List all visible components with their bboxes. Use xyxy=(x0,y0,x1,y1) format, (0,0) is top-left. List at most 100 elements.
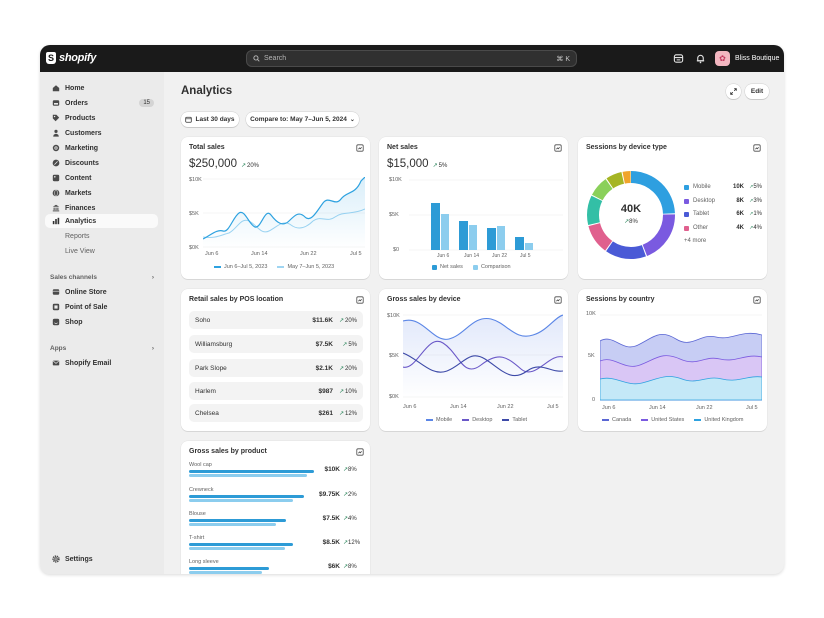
net-sales-card: Net sales $15,000 5% $10K $5K $0 Jun 6 Ju… xyxy=(379,137,568,279)
compare-label: Compare to: May 7–Jun 5, 2024 xyxy=(250,116,347,123)
total-sales-card: Total sales $250,000 20% $10K $5K $0K Jun… xyxy=(181,137,370,279)
device-change: 4% xyxy=(744,225,762,231)
y-tick: $0K xyxy=(389,394,399,400)
sidebar-item-home[interactable]: Home xyxy=(45,81,158,95)
donut-center-change: ↗8% xyxy=(624,219,638,225)
location-name: Chelsea xyxy=(195,409,219,417)
compare-button[interactable]: Compare to: May 7–Jun 5, 2024 ⌄ xyxy=(246,112,359,127)
location-value: $7.5K xyxy=(315,340,333,348)
donut-segment-tablet xyxy=(587,171,675,259)
store-icon[interactable] xyxy=(673,53,684,64)
sidebar-item-discounts[interactable]: Discounts xyxy=(45,156,158,170)
sessions-country-card: Sessions by country 10K 5K 0 Jun 6 Jun 1… xyxy=(578,289,767,431)
sidebar-item-settings[interactable]: Settings xyxy=(45,552,158,566)
card-title: Retail sales by POS location xyxy=(189,296,284,303)
brand-name: shopify xyxy=(59,52,97,64)
sidebar-item-shopify-email[interactable]: Shopify Email xyxy=(45,356,158,370)
retail-sales-card: Retail sales by POS location Soho$11.6K2… xyxy=(181,289,370,431)
location-name: Soho xyxy=(195,316,211,324)
donut-center-value: 40K xyxy=(620,203,642,215)
search-input[interactable]: Search ⌘ K xyxy=(246,50,577,67)
comparison-bar xyxy=(189,499,294,502)
chart-explore-icon[interactable] xyxy=(356,296,364,304)
date-range-button[interactable]: Last 30 days xyxy=(181,112,239,127)
sidebar-item-analytics[interactable]: Analytics xyxy=(45,214,158,228)
sidebar-item-orders[interactable]: Orders 15 xyxy=(45,96,158,110)
x-tick: Jun 14 xyxy=(464,253,480,259)
store-avatar: ✿ xyxy=(715,51,730,66)
area-united-kingdom xyxy=(600,376,762,401)
chart-explore-icon[interactable] xyxy=(753,296,761,304)
legend-swatch xyxy=(684,225,689,231)
x-tick: Jun 6 xyxy=(602,405,616,411)
product-bars: $9.75K2% xyxy=(189,491,363,504)
location-name: Williamsburg xyxy=(195,340,233,348)
content-icon xyxy=(51,174,60,183)
legend-label: Tablet xyxy=(512,417,528,423)
x-tick: Jun 22 xyxy=(696,405,713,411)
x-tick: Jul 5 xyxy=(520,253,531,259)
sidebar-item-finances[interactable]: Finances xyxy=(45,201,158,215)
chart-legend: Canada United States United Kingdom xyxy=(602,417,743,423)
chart-explore-icon[interactable] xyxy=(356,448,364,456)
series-line-mobile xyxy=(403,314,563,340)
sidebar-item-label: Shop xyxy=(65,318,83,326)
sidebar-item-label: Point of Sale xyxy=(65,303,108,311)
card-title: Sessions by device type xyxy=(586,144,667,151)
sidebar-item-reports[interactable]: Reports xyxy=(45,229,158,243)
top-bar: S shopify Search ⌘ K ✿ Bliss Boutique xyxy=(40,45,784,72)
location-change: 10% xyxy=(333,388,357,395)
sidebar-item-markets[interactable]: Markets xyxy=(45,186,158,200)
sidebar-item-content[interactable]: Content xyxy=(45,171,158,185)
sidebar-item-customers[interactable]: Customers xyxy=(45,126,158,140)
chevron-right-icon: › xyxy=(151,274,154,281)
shopify-logo[interactable]: S shopify xyxy=(46,52,96,64)
location-value: $261 xyxy=(318,409,333,417)
product-change: 12% xyxy=(343,539,363,546)
sidebar-item-shop[interactable]: Shop xyxy=(45,315,158,329)
chart-explore-icon[interactable] xyxy=(753,144,761,152)
product-value: $7.5K4% xyxy=(323,515,363,522)
chart-legend: Net sales Comparison xyxy=(432,264,511,270)
chart-explore-icon[interactable] xyxy=(356,144,364,152)
comparison-bar xyxy=(189,523,276,526)
sidebar-item-label: Content xyxy=(65,174,92,182)
more-devices-link[interactable]: +4 more xyxy=(684,238,707,244)
device-value: 8K xyxy=(736,198,744,204)
product-change: 4% xyxy=(343,515,363,522)
legend-label: Comparison xyxy=(480,264,511,270)
sidebar-item-marketing[interactable]: Marketing xyxy=(45,141,158,155)
y-tick: $5K xyxy=(389,212,399,218)
location-value: $11.6K xyxy=(312,316,333,324)
product-bars: $7.5K4% xyxy=(189,515,363,528)
x-tick: Jun 14 xyxy=(450,404,467,410)
current-series-line xyxy=(203,177,365,240)
gross-device-line-chart xyxy=(403,314,563,399)
legend-label: United Kingdom xyxy=(704,417,744,423)
card-title: Total sales xyxy=(189,144,225,151)
search-icon xyxy=(253,55,260,62)
chart-explore-icon[interactable] xyxy=(554,296,562,304)
net-sales-bar-chart xyxy=(409,179,563,251)
gross-device-card: Gross sales by device $10K $5K $0K Jun 6… xyxy=(379,289,568,431)
page-title: Analytics xyxy=(181,85,233,97)
sidebar-item-label: Customers xyxy=(65,129,102,137)
edit-button[interactable]: Edit xyxy=(745,84,769,99)
sidebar-item-label: Discounts xyxy=(65,159,99,167)
device-legend-row: Desktop 8K3% xyxy=(684,198,762,204)
bell-icon[interactable] xyxy=(695,53,706,64)
sales-channels-header[interactable]: Sales channels › xyxy=(50,274,154,281)
sidebar-item-online-store[interactable]: Online Store xyxy=(45,285,158,299)
sessions-device-card: Sessions by device type 40K ↗8% Mobile 10… xyxy=(578,137,767,279)
chart-explore-icon[interactable] xyxy=(554,144,562,152)
apps-header[interactable]: Apps › xyxy=(50,345,154,352)
product-value: $10K8% xyxy=(324,466,363,473)
store-menu[interactable]: ✿ Bliss Boutique xyxy=(715,51,779,66)
sidebar-item-live-view[interactable]: Live View xyxy=(45,244,158,258)
sidebar-item-point-of-sale[interactable]: Point of Sale xyxy=(45,300,158,314)
fullscreen-button[interactable] xyxy=(726,84,741,99)
online-store-icon xyxy=(51,288,60,297)
table-row: Soho $11.6K20% xyxy=(189,311,363,329)
sidebar-item-label: Reports xyxy=(65,232,90,240)
sidebar-item-products[interactable]: Products xyxy=(45,111,158,125)
